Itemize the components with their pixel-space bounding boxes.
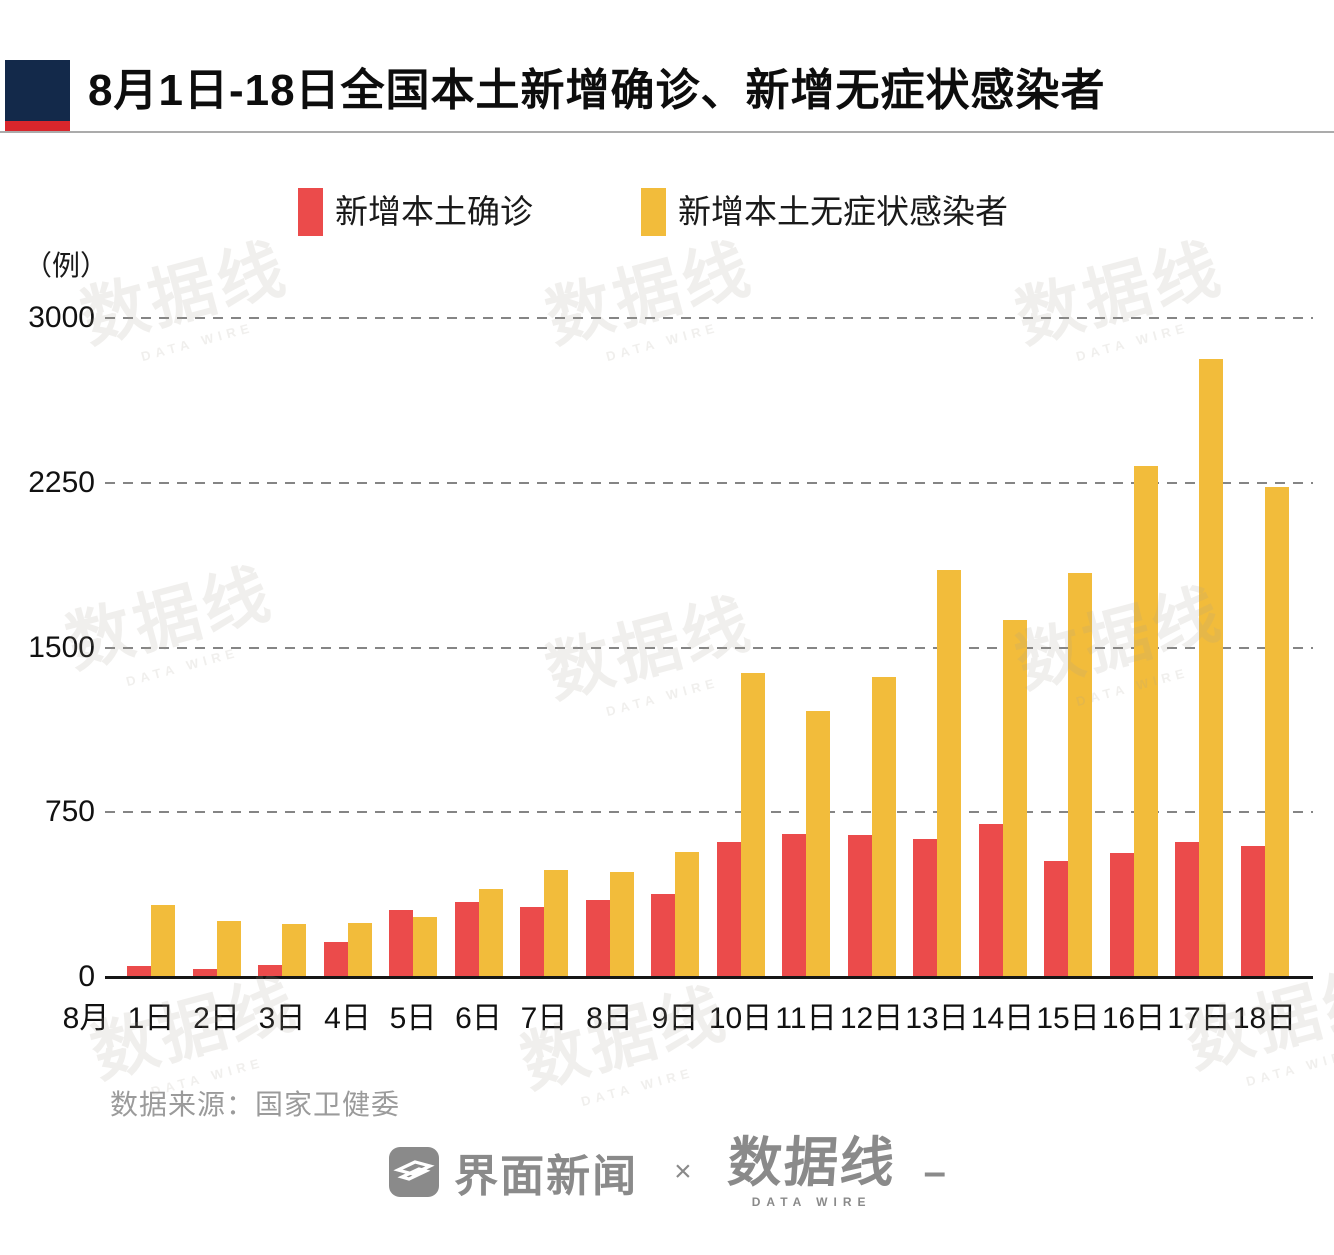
datawire-logo-dash-icon: – [923, 1149, 946, 1194]
datawire-logo-subtext: DATA WIRE [751, 1195, 872, 1209]
y-tick-0: 0 [78, 960, 95, 993]
footer: 界面新闻 × 数据线 DATA WIRE – [0, 1133, 1334, 1209]
gridline-3000 [105, 317, 1313, 319]
legend-label-confirmed: 新增本土确诊 [335, 193, 533, 230]
bar-asymptomatic-11日 [806, 711, 830, 977]
title-accent-navy-block [5, 60, 70, 121]
collab-cross: × [674, 1155, 692, 1188]
bar-asymptomatic-15日 [1068, 572, 1092, 977]
bar-asymptomatic-2日 [216, 920, 241, 977]
x-label-18日: 18日 [1232, 1002, 1297, 1035]
datawire-logo: 数据线 DATA WIRE [725, 1133, 898, 1209]
x-label-14日: 14日 [970, 1002, 1035, 1035]
watermark-stamp: 数据线 DATA WIRE [58, 555, 281, 690]
x-label-12日: 12日 [839, 1002, 904, 1035]
watermark-stamp: 数据线 DATA WIRE [1008, 230, 1231, 365]
x-label-4日: 4日 [324, 1002, 371, 1035]
legend-label-asymptomatic: 新增本土无症状感染者 [678, 193, 1008, 230]
legend-swatch-confirmed [298, 188, 323, 236]
watermark-stamp: 数据线 DATA WIRE [73, 230, 296, 365]
legend-item-confirmed: 新增本土确诊 [298, 188, 533, 236]
gridline-1500 [105, 646, 1313, 649]
bar-asymptomatic-16日 [1133, 466, 1158, 977]
bar-confirmed-17日 [1175, 841, 1199, 977]
jiemian-logo-icon [389, 1147, 440, 1197]
legend-swatch-asymptomatic [641, 188, 666, 236]
bar-confirmed-6日 [454, 902, 479, 977]
bar-asymptomatic-8日 [609, 871, 634, 977]
y-axis-unit-label: （例） [24, 250, 109, 281]
page-title: 8月1日-18日全国本土新增确诊、新增无症状感染者 [88, 66, 1106, 115]
bar-asymptomatic-9日 [675, 851, 699, 977]
x-label-7日: 7日 [520, 1002, 568, 1035]
x-label-6日: 6日 [455, 1002, 502, 1035]
x-axis-prefix-label: 8月 [62, 1002, 110, 1035]
header-divider [0, 131, 1334, 133]
bar-asymptomatic-12日 [871, 677, 896, 977]
gridline-2250 [105, 481, 1313, 484]
bar-confirmed-15日 [1044, 860, 1068, 977]
bar-confirmed-18日 [1240, 846, 1265, 977]
bar-confirmed-16日 [1109, 852, 1134, 977]
bar-confirmed-13日 [913, 838, 937, 977]
bar-asymptomatic-4日 [347, 923, 372, 977]
x-label-1日: 1日 [127, 1002, 175, 1035]
x-label-13日: 13日 [905, 1002, 969, 1035]
bar-confirmed-5日 [389, 910, 413, 977]
title-accent-red-block [5, 121, 70, 131]
x-label-11日: 11日 [775, 1002, 837, 1035]
jiemian-logo-text: 界面新闻 [454, 1152, 639, 1201]
bar-confirmed-9日 [651, 893, 675, 977]
datawire-logo-text: 数据线 [725, 1133, 898, 1193]
y-tick-2250: 2250 [28, 465, 95, 499]
y-tick-3000: 3000 [28, 301, 95, 334]
bar-asymptomatic-6日 [478, 889, 503, 977]
x-label-10日: 10日 [708, 1002, 773, 1035]
bar-asymptomatic-1日 [151, 904, 175, 977]
bar-confirmed-11日 [782, 834, 806, 977]
bar-confirmed-10日 [716, 841, 741, 977]
x-label-17日: 17日 [1167, 1002, 1231, 1035]
bar-confirmed-8日 [585, 900, 610, 977]
bar-asymptomatic-7日 [544, 870, 568, 977]
x-label-15日: 15日 [1036, 1002, 1100, 1035]
bar-asymptomatic-17日 [1199, 358, 1223, 977]
gridline-750 [105, 811, 1313, 814]
bar-asymptomatic-18日 [1264, 487, 1289, 977]
x-label-9日: 9日 [651, 1002, 699, 1035]
bar-asymptomatic-14日 [1002, 620, 1027, 977]
bar-asymptomatic-5日 [413, 916, 437, 977]
x-label-8日: 8日 [586, 1002, 633, 1035]
bar-confirmed-2日 [192, 969, 217, 977]
x-label-3日: 3日 [258, 1002, 306, 1035]
jiemian-logo: 界面新闻 [388, 1140, 638, 1204]
legend-item-asymptomatic: 新增本土无症状感染者 [641, 188, 1008, 236]
y-tick-1500: 1500 [28, 630, 95, 664]
bar-asymptomatic-13日 [937, 569, 961, 977]
x-label-16日: 16日 [1101, 1002, 1166, 1035]
bar-asymptomatic-10日 [740, 672, 765, 977]
bar-confirmed-3日 [258, 964, 282, 977]
bar-asymptomatic-3日 [282, 924, 306, 977]
bar-confirmed-1日 [127, 966, 151, 977]
bar-confirmed-14日 [978, 824, 1003, 977]
watermark-stamp: 数据线 DATA WIRE [538, 585, 761, 720]
source-note: 数据来源：国家卫健委 [110, 1089, 401, 1120]
watermark-stamp: 数据线 DATA WIRE [513, 975, 736, 1110]
x-label-2日: 2日 [193, 1002, 240, 1035]
bar-confirmed-12日 [847, 835, 872, 977]
watermark-stamp: 数据线 DATA WIRE [538, 230, 761, 365]
x-label-5日: 5日 [389, 1002, 437, 1035]
x-axis-line [105, 976, 1313, 979]
y-tick-750: 750 [44, 795, 95, 829]
bar-confirmed-7日 [520, 906, 544, 977]
bar-confirmed-4日 [323, 941, 348, 977]
